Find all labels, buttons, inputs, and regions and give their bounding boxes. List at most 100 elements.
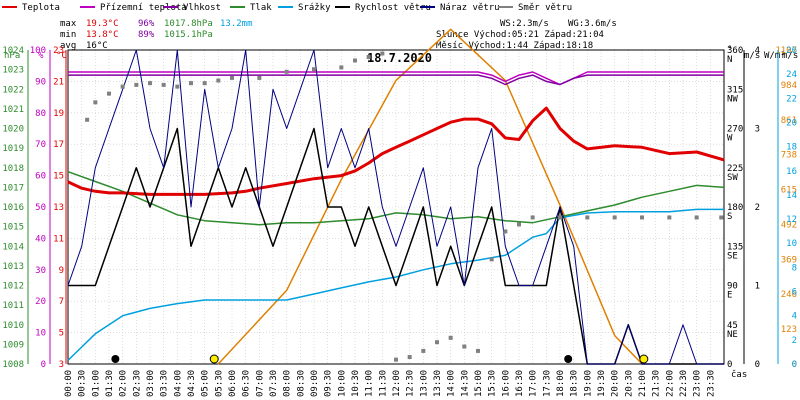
tick-solar: 0 bbox=[792, 360, 797, 370]
moon-marker bbox=[564, 355, 573, 363]
dir-point bbox=[312, 67, 316, 72]
tick-solar: 1107 bbox=[775, 46, 797, 56]
tick-time: 05:00 bbox=[201, 370, 211, 397]
tick-degc: 7 bbox=[59, 297, 64, 307]
tick-time: 07:30 bbox=[269, 370, 279, 397]
tick-time: 04:30 bbox=[187, 370, 197, 397]
tick-hpa: 1018 bbox=[2, 164, 24, 174]
series-layer bbox=[67, 28, 725, 365]
tick-time: 08:00 bbox=[283, 370, 293, 397]
dir-point bbox=[530, 215, 535, 220]
tick-time: 02:30 bbox=[132, 370, 142, 397]
stat-avg-label: avg bbox=[60, 41, 76, 51]
stat-min-hum: 89% bbox=[138, 30, 155, 40]
series-gust bbox=[67, 49, 724, 365]
dir-point bbox=[421, 348, 426, 353]
tick-dir-dir: E bbox=[727, 291, 732, 301]
series-dew bbox=[68, 71, 724, 86]
grid bbox=[67, 49, 725, 365]
tick-hpa: 1008 bbox=[2, 360, 24, 370]
unit-deg: ° bbox=[727, 45, 732, 55]
tick-time: 13:00 bbox=[419, 370, 429, 397]
tick-hpa: 1022 bbox=[2, 85, 24, 95]
tick-ms-right: 24 bbox=[786, 70, 797, 80]
tick-time: 05:30 bbox=[214, 370, 224, 397]
tick-ms-right: 14 bbox=[786, 191, 797, 201]
legend-rain: Srážky bbox=[298, 3, 331, 13]
tick-pct: 70 bbox=[35, 140, 46, 150]
tick-dir: 0 bbox=[727, 360, 732, 370]
legend-hum: Vlhkost bbox=[183, 3, 221, 13]
dir-point bbox=[517, 222, 521, 227]
tick-degc: 21 bbox=[53, 77, 64, 87]
tick-time: 11:30 bbox=[378, 370, 388, 397]
series-pressure bbox=[67, 170, 725, 226]
legend: Teplota Přízemní teplota Vlhkost Tlak Sr… bbox=[2, 3, 572, 13]
tick-time: 22:00 bbox=[665, 370, 675, 397]
stat-min-press: 1015.1hPa bbox=[164, 30, 213, 40]
tick-time: 23:30 bbox=[706, 370, 716, 397]
tick-dir: 360 bbox=[727, 46, 743, 56]
tick-time: 16:00 bbox=[501, 370, 511, 397]
legend-dir: Směr větru bbox=[518, 3, 572, 13]
unit-pct: % bbox=[38, 51, 44, 61]
tick-time: 16:30 bbox=[515, 370, 525, 397]
tick-hpa: 1020 bbox=[2, 125, 24, 135]
tick-ms-right: 10 bbox=[786, 239, 797, 249]
tick-ms-right: 20 bbox=[786, 118, 797, 128]
series-rain bbox=[67, 208, 724, 361]
tick-hpa: 1010 bbox=[2, 321, 24, 331]
stat-sun: Slunce Východ:05:21 Západ:21:04 bbox=[436, 30, 604, 40]
dir-point bbox=[667, 215, 672, 220]
legend-dew: Přízemní teplota bbox=[100, 3, 187, 13]
dir-point bbox=[366, 54, 371, 59]
dir-point bbox=[257, 75, 262, 80]
tick-solar: 861 bbox=[781, 116, 797, 126]
dir-point bbox=[339, 65, 344, 70]
tick-pct: 90 bbox=[35, 77, 46, 87]
dir-point bbox=[448, 335, 453, 340]
stat-max-label: max bbox=[60, 19, 77, 29]
tick-solar: 615 bbox=[781, 186, 797, 196]
tick-time: 18:30 bbox=[570, 370, 580, 397]
unit-cas: čas bbox=[731, 369, 747, 380]
tick-degc: 17 bbox=[53, 140, 64, 150]
tick-dir: 180 bbox=[727, 203, 743, 213]
tick-dir-dir: S bbox=[727, 212, 732, 222]
markers bbox=[111, 354, 649, 364]
tick-degc: 15 bbox=[53, 172, 64, 182]
stat-max-temp: 19.3°C bbox=[86, 19, 119, 29]
tick-solar: 246 bbox=[781, 290, 797, 300]
tick-dir: 270 bbox=[727, 125, 743, 135]
tick-ms-right: 8 bbox=[792, 263, 797, 273]
stat-min-temp: 13.8°C bbox=[86, 30, 119, 40]
tick-solar: 123 bbox=[781, 325, 797, 335]
dir-point bbox=[394, 357, 398, 362]
tick-hpa: 1014 bbox=[2, 242, 24, 252]
dir-point bbox=[612, 215, 617, 220]
stats: max 19.3°C 96% 1017.8hPa 13.2mm min 13.8… bbox=[60, 19, 617, 51]
dir-point bbox=[107, 91, 111, 96]
tick-hpa: 1015 bbox=[2, 223, 24, 233]
tick-solar: 369 bbox=[781, 255, 797, 265]
tick-degc: 11 bbox=[53, 234, 64, 244]
tick-ms-left: 4 bbox=[755, 46, 760, 56]
dir-point bbox=[585, 215, 590, 220]
moon-marker bbox=[111, 355, 120, 363]
dir-point bbox=[134, 82, 139, 87]
tick-dir-dir: NW bbox=[727, 94, 738, 104]
unit-ms-left: m/s bbox=[744, 51, 760, 61]
tick-time: 01:00 bbox=[91, 370, 101, 397]
tick-time: 15:00 bbox=[474, 370, 484, 397]
tick-time: 14:00 bbox=[447, 370, 457, 397]
dir-point bbox=[462, 344, 467, 349]
tick-dir-dir: NE bbox=[727, 330, 738, 340]
tick-solar: 984 bbox=[781, 81, 797, 91]
dir-point bbox=[93, 100, 98, 105]
tick-time: 19:00 bbox=[583, 370, 593, 397]
tick-hpa: 1011 bbox=[2, 301, 24, 311]
legend-wind: Rychlost větru bbox=[355, 3, 431, 13]
tick-degc: 13 bbox=[53, 203, 64, 213]
tick-ms-right: 16 bbox=[786, 167, 797, 177]
